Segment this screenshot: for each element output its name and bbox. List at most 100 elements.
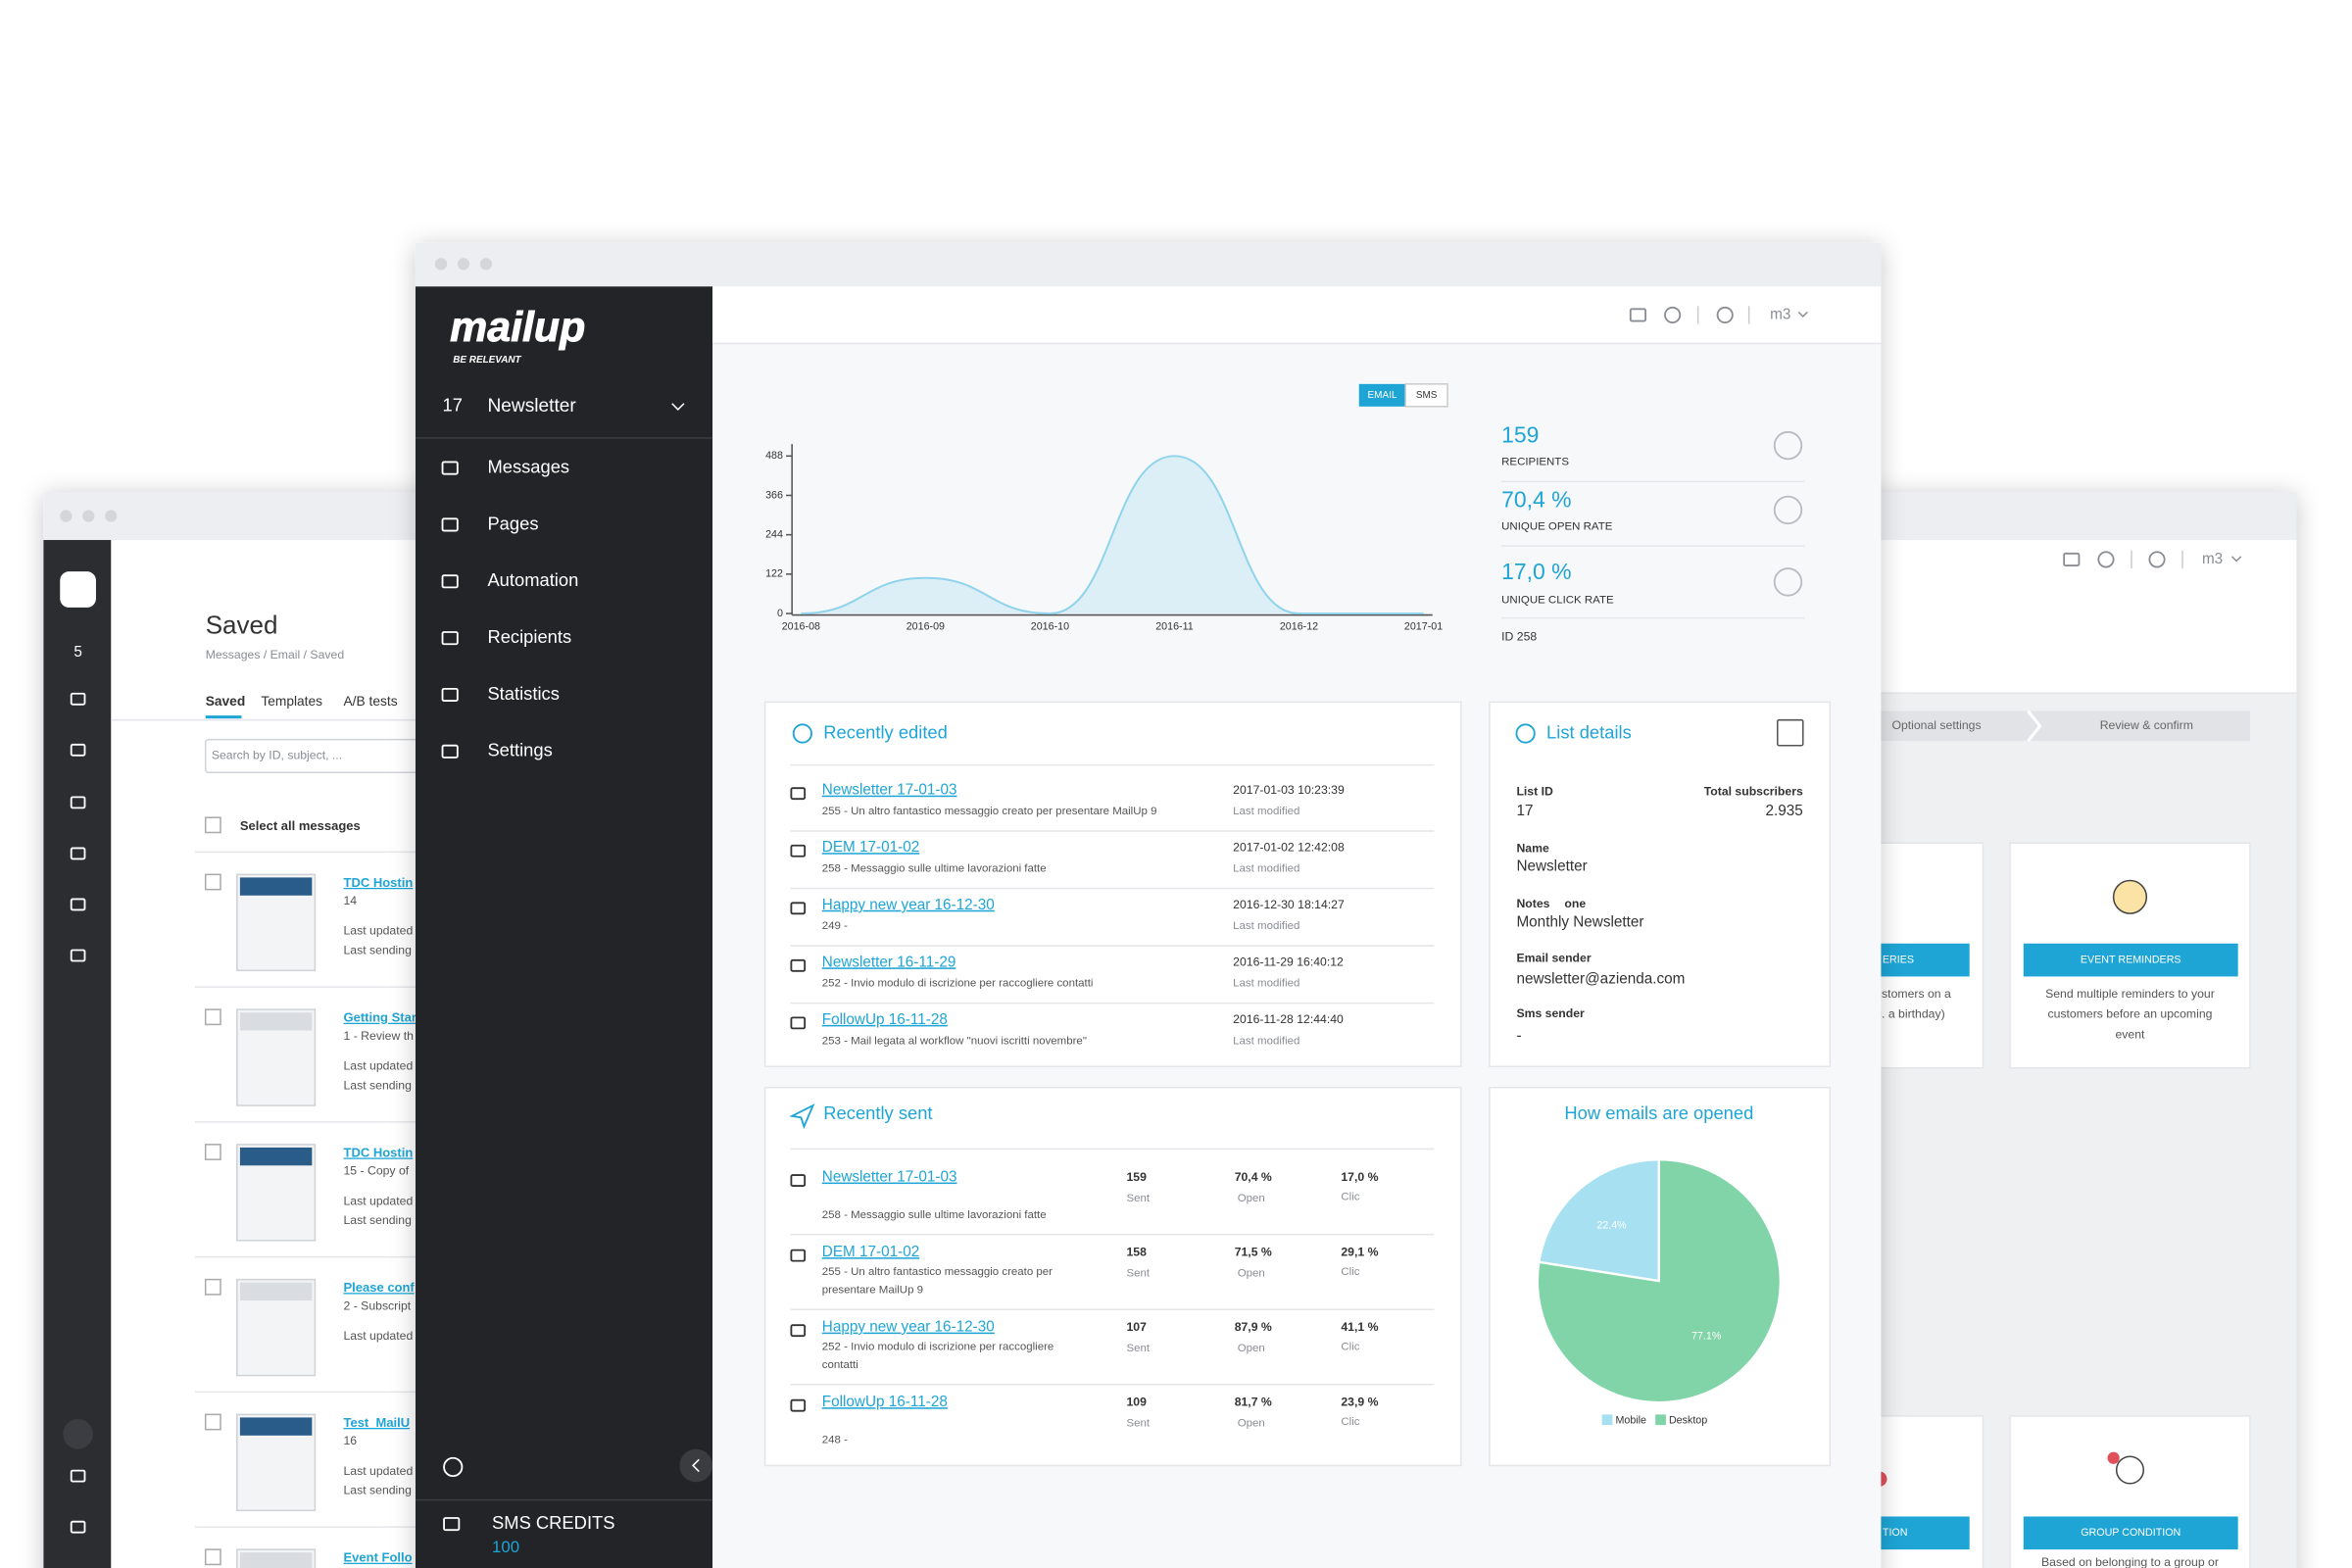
toggle-email [1358,383,1406,407]
tab[interactable]: Templates [261,694,322,709]
tab[interactable]: Saved [206,694,246,709]
stat-value: 159 [1501,421,1539,447]
icon [441,517,459,532]
nav-item[interactable]: Pages [487,513,538,533]
y-tick-label: 0 [777,608,783,619]
user-menu[interactable]: m3 [1770,306,1790,322]
metric-label: Clic [1341,1266,1359,1278]
user-menu[interactable]: m3 [2202,551,2223,567]
icon [441,631,459,646]
chart-title: How emails are opened [1564,1102,1753,1123]
stat-label: UNIQUE OPEN RATE [1501,520,1613,532]
x-tick-label: 2016-11 [1155,621,1194,633]
card-text: ustomers on a [1875,987,1951,1001]
thumbnail-header [239,877,313,896]
message-date-label: Last modified [1233,978,1299,990]
icon [790,1249,807,1262]
nav-item[interactable]: Recipients [487,626,571,647]
message-name[interactable]: DEM 17-01-02 [822,839,919,856]
message-title[interactable]: TDC Hostin [344,875,414,890]
metric-label: Clic [1341,1416,1359,1428]
card [1489,701,1832,1068]
metric-value: 70,4 % [1235,1170,1272,1184]
thumbnail-header [239,1282,313,1301]
title-bar [1799,492,2297,541]
message-date: 2016-11-28 12:44:40 [1233,1012,1344,1026]
message-name[interactable]: FollowUp 16-11-28 [822,1394,948,1410]
message-title[interactable]: Event Follo [344,1550,413,1565]
card-button [2023,1516,2238,1550]
icon [790,958,807,972]
collapse-button[interactable] [679,1448,713,1483]
icon [2097,551,2115,568]
message-title[interactable]: Test_MailU [344,1415,411,1430]
card-icon [2112,879,2148,914]
legend-label: Desktop [1669,1414,1707,1426]
icon [790,787,807,801]
icon [789,1103,815,1130]
nav-item[interactable]: Automation [487,569,578,590]
card-button-label[interactable]: ERIES [1883,954,1914,965]
icon [1773,430,1803,461]
icon [70,1469,86,1483]
thumbnail-header [239,1552,313,1568]
message-description: 258 - Messaggio sulle ultime lavorazioni… [822,863,1047,875]
message-info: Last updated [344,1329,414,1343]
metric-label: Sent [1126,1193,1150,1204]
message-info: 1 - Review th [344,1029,415,1043]
nav-item[interactable]: Messages [487,456,569,476]
stat-value: 17,0 % [1501,559,1571,584]
nav-item[interactable]: Statistics [487,683,559,704]
message-name[interactable]: Happy new year 16-12-30 [822,1319,995,1336]
card-text: g. a birthday) [1875,1007,1944,1021]
card-icon [2107,1451,2120,1464]
card-button-label[interactable]: TION [1883,1527,1908,1539]
toggle-label[interactable]: EMAIL [1368,390,1397,401]
message-name[interactable]: FollowUp 16-11-28 [822,1011,948,1028]
message-info: Last updated [344,1194,414,1207]
message-date-label: Last modified [1233,1035,1299,1047]
x-tick-label: 2016-12 [1280,621,1318,633]
message-description: 253 - Mail legata al workflow "nuovi isc… [822,1035,1087,1047]
icon [70,1520,86,1534]
toggle-label[interactable]: SMS [1416,390,1438,401]
message-title[interactable]: Please conf [344,1280,416,1295]
chevron [671,403,685,411]
message-name[interactable]: Happy new year 16-12-30 [822,897,995,913]
message-title[interactable]: TDC Hostin [344,1145,414,1159]
card-button-label[interactable]: EVENT REMINDERS [2081,954,2181,965]
message-title[interactable]: Getting Star [344,1010,416,1025]
top-bar [712,286,1882,344]
sidebar [415,286,713,1568]
legend-swatch [1655,1414,1666,1426]
x-tick-label: 2017-01 [1404,621,1443,633]
metric-value: 41,1 % [1341,1320,1378,1334]
message-date-label: Last modified [1233,806,1299,817]
message-date: 2016-11-29 16:40:12 [1233,956,1344,969]
metric-label: Clic [1341,1191,1359,1202]
tab[interactable]: A/B tests [344,694,398,709]
message-description: 258 - Messaggio sulle ultime lavorazioni… [822,1209,1047,1221]
toggle-sms [1404,383,1448,408]
message-description: presentare MailUp 9 [822,1284,923,1296]
nav-item[interactable]: Settings [487,740,552,760]
list-name[interactable]: Newsletter [487,396,576,416]
message-name[interactable]: Newsletter 16-11-29 [822,954,956,970]
card-button-label[interactable]: GROUP CONDITION [2081,1527,2180,1539]
icon [790,1398,807,1412]
message-date: 2017-01-03 10:23:39 [1233,783,1345,797]
field-value: Monthly Newsletter [1516,913,1643,930]
select-all[interactable]: Select all messages [240,818,361,833]
field-value: 17 [1516,803,1533,819]
list-id: 17 [443,395,463,416]
expand-button[interactable] [63,1418,93,1449]
message-name[interactable]: DEM 17-01-02 [822,1244,919,1260]
message-name[interactable]: Newsletter 17-01-03 [822,1169,957,1186]
pie-slice [1538,1158,1661,1283]
message-name[interactable]: Newsletter 17-01-03 [822,782,957,799]
field-label: Sms sender [1516,1006,1585,1020]
icon [790,1174,807,1188]
icon [443,1456,464,1478]
metric-label: Clic [1341,1342,1359,1353]
icon [70,898,86,911]
